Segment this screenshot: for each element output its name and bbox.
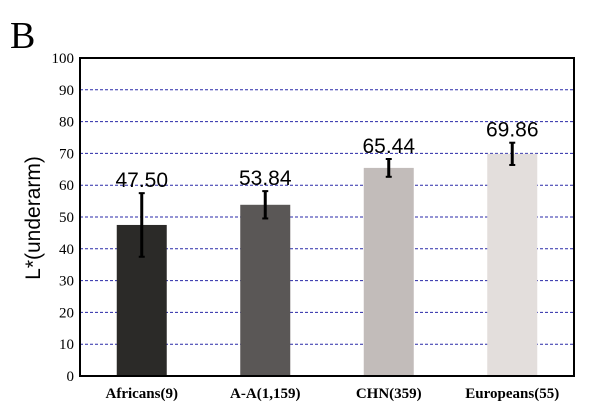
y-tick-label: 40: [59, 242, 74, 258]
plot-frame: [79, 57, 575, 377]
data-labels: 47.50 53.84 65.44 69.86: [115, 119, 538, 192]
y-tick-label: 90: [59, 83, 74, 99]
bar: [363, 167, 414, 376]
data-label: 65.44: [362, 135, 415, 158]
y-tick-label: 30: [59, 274, 74, 290]
category-label: CHN(359): [356, 386, 422, 402]
panel-label: B: [10, 15, 35, 57]
category-label: Africans(9): [106, 386, 178, 402]
data-label: 69.86: [486, 119, 539, 142]
data-label: 53.84: [239, 167, 292, 190]
y-tick-label: 70: [59, 146, 74, 162]
bars: [116, 153, 538, 376]
bar: [240, 204, 291, 376]
error-bars: [138, 141, 516, 258]
data-label: 47.50: [115, 169, 168, 192]
y-tick-label: 100: [52, 51, 75, 67]
category-label: A-A(1,159): [230, 386, 300, 402]
y-tick-label: 60: [59, 178, 74, 194]
y-tick-label: 20: [59, 305, 74, 321]
bar: [487, 153, 538, 376]
y-tick-label: 80: [59, 115, 74, 131]
y-tick-label: 0: [67, 369, 75, 385]
y-ticks: 0 10 20 30 40 50 60 70 80 90 100: [52, 51, 75, 385]
y-tick-label: 10: [59, 337, 74, 353]
y-tick-label: 50: [59, 210, 74, 226]
y-axis-label: L*(underarm): [22, 156, 45, 280]
category-label: Europeans(55): [465, 386, 559, 402]
x-categories: Africans(9) A-A(1,159) CHN(359) Europeans(5…: [106, 386, 560, 402]
